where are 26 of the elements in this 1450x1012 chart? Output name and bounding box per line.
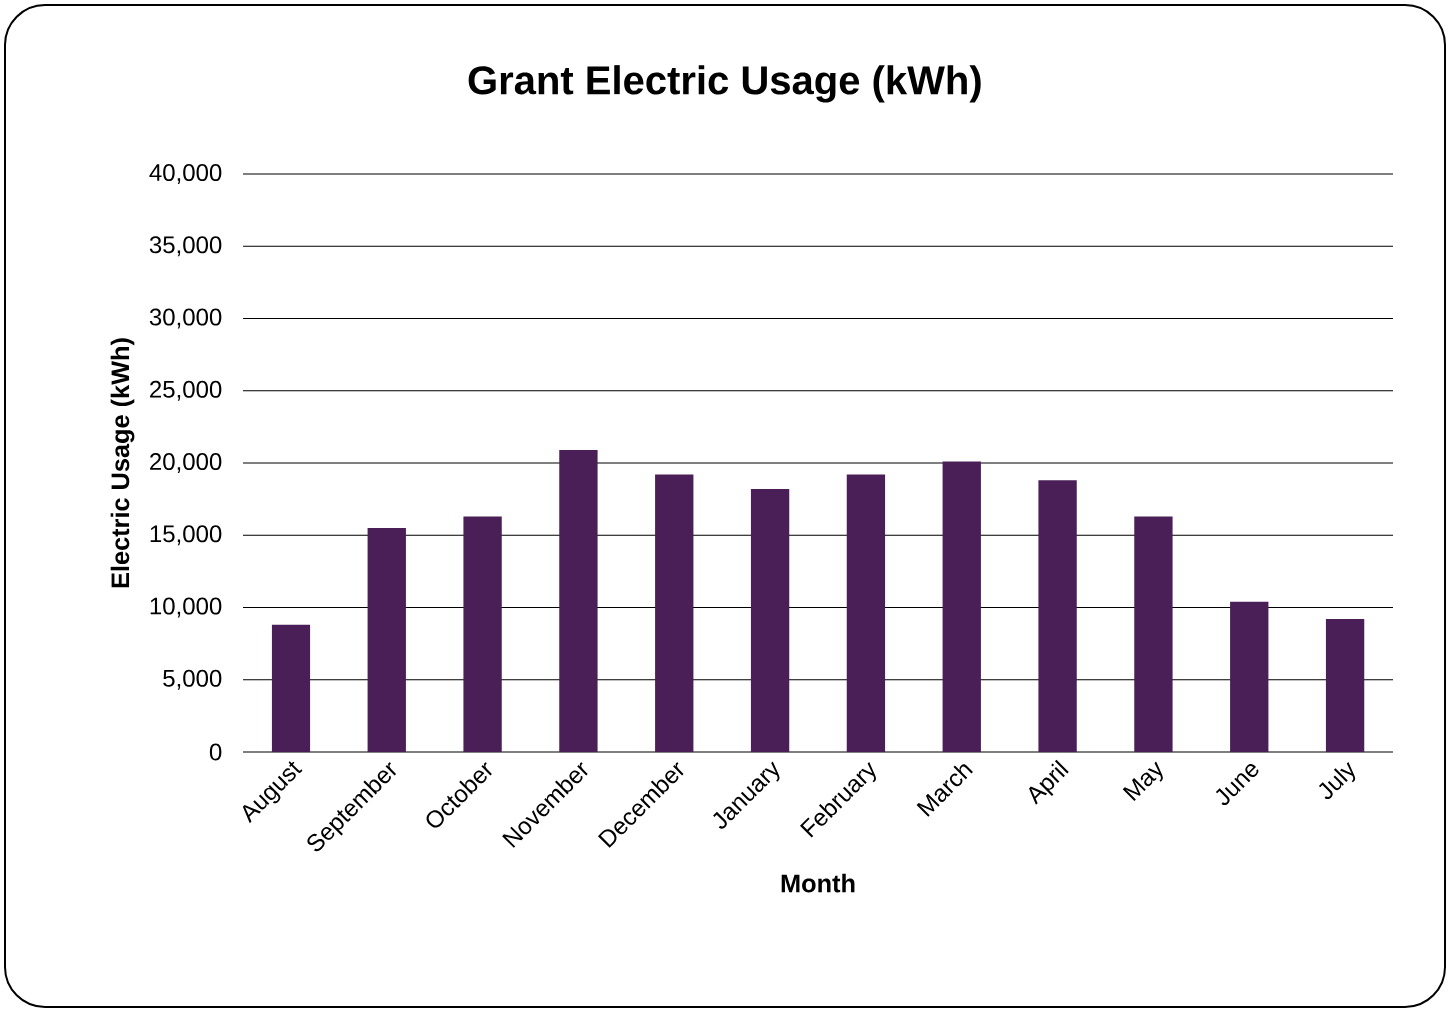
chart-title: Grant Electric Usage (kWh) — [468, 65, 981, 103]
bar — [271, 624, 311, 752]
y-tick-label: 5,000 — [163, 669, 222, 690]
y-tick-label: 10,000 — [150, 597, 222, 618]
y-axis-title: Electric Usage (kWh) — [110, 338, 135, 588]
y-tick-label: 35,000 — [149, 236, 222, 257]
bar — [655, 474, 694, 752]
bar — [367, 528, 406, 752]
y-tick-label: 15,000 — [150, 525, 222, 546]
x-tick-label: May — [1122, 761, 1163, 801]
x-axis-title: Month — [781, 873, 855, 893]
y-tick-label: 25,000 — [150, 380, 222, 401]
bar — [846, 474, 886, 752]
bar — [1325, 619, 1365, 752]
x-tick-label: July — [1318, 762, 1356, 800]
y-tick-label: 20,000 — [150, 453, 222, 473]
bar — [1038, 480, 1077, 752]
bar — [559, 449, 598, 752]
y-tick-label: 40,000 — [149, 164, 222, 184]
bar — [463, 516, 502, 752]
bar — [942, 461, 981, 752]
bar — [1134, 516, 1173, 752]
y-tick-label: 30,000 — [149, 308, 222, 329]
bar — [750, 488, 790, 752]
bar — [1230, 601, 1269, 752]
y-tick-label: 0 — [209, 743, 222, 761]
